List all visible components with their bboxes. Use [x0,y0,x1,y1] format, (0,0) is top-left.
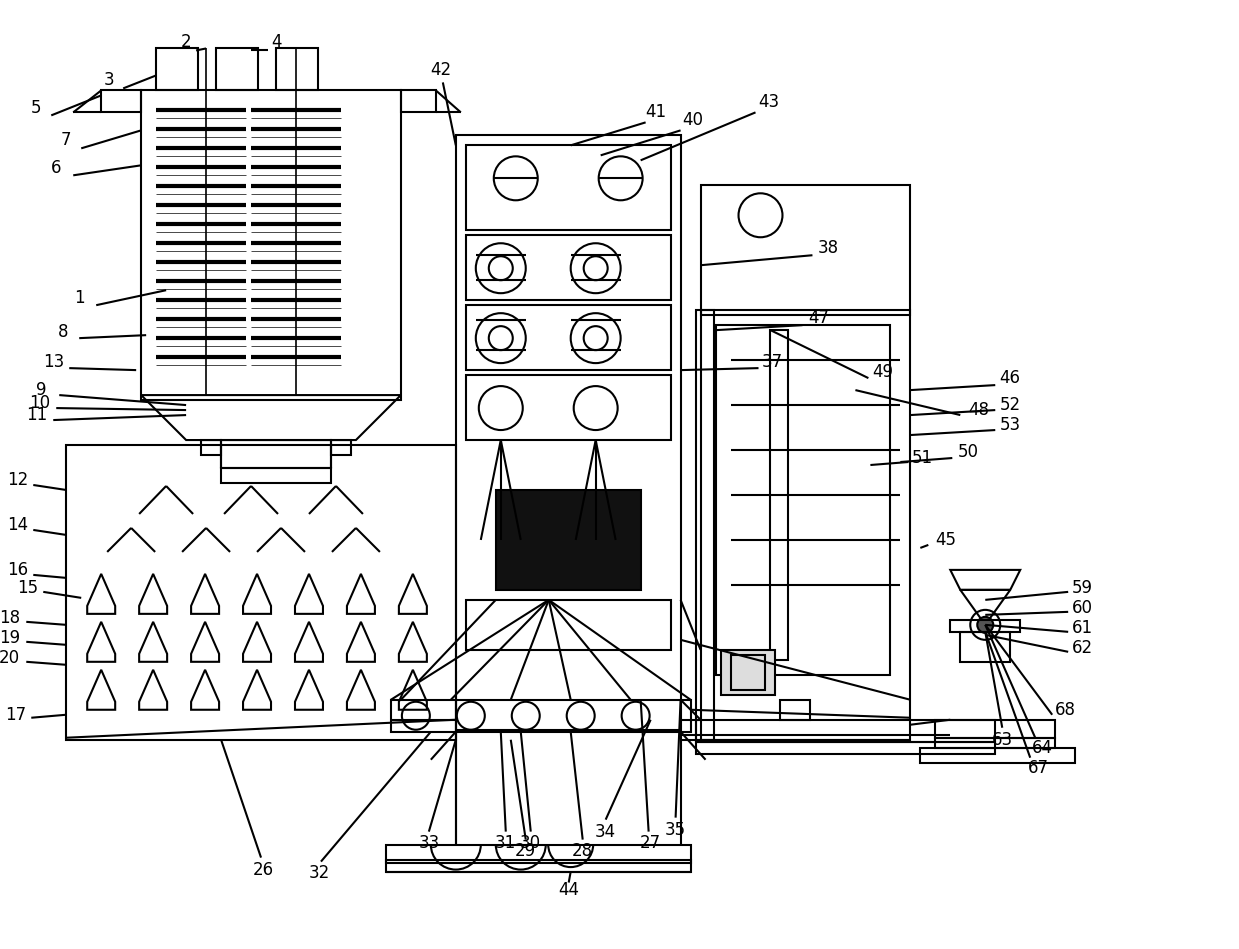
Text: 6: 6 [51,159,62,177]
Bar [935,719,1056,737]
Text: 38: 38 [818,239,839,257]
Text: 67: 67 [1027,758,1048,776]
Text: 60: 60 [1072,599,1093,617]
Text: 12: 12 [6,471,28,489]
Text: 64: 64 [1032,738,1053,756]
Bar [390,699,690,732]
Text: 50: 50 [958,443,979,461]
Text: 63: 63 [991,731,1012,749]
Bar [700,310,911,739]
Text: 2: 2 [181,33,191,51]
Text: 29: 29 [515,842,536,860]
Text: 34: 34 [595,823,616,841]
Bar [731,655,766,690]
Bar [496,490,641,590]
Bar [695,310,714,739]
Bar [695,719,995,742]
Text: 52: 52 [1000,396,1021,414]
Bar [466,235,670,300]
Text: 9: 9 [36,381,47,400]
Text: 53: 53 [1000,416,1021,434]
Text: 5: 5 [31,100,42,118]
Bar [221,468,331,483]
Text: 14: 14 [6,516,27,534]
Text: 26: 26 [253,861,274,879]
Bar [385,845,690,863]
Text: 17: 17 [5,706,26,724]
Text: 20: 20 [0,649,20,667]
Text: 32: 32 [309,864,330,882]
Bar [960,632,1010,661]
Text: 45: 45 [934,530,955,549]
Text: 18: 18 [0,609,20,627]
Text: 49: 49 [872,363,893,381]
Text: 33: 33 [419,833,440,851]
Text: 19: 19 [0,629,20,647]
Text: 61: 61 [1072,619,1093,637]
Text: 1: 1 [74,289,84,307]
Bar [385,860,690,871]
Bar [695,742,995,754]
Text: 47: 47 [808,309,829,327]
Bar [216,48,258,90]
Circle shape [978,617,994,633]
Bar [771,330,788,660]
Bar [156,48,198,90]
Bar [66,445,456,739]
Bar [276,48,318,90]
Text: 35: 35 [665,821,686,839]
Bar [201,440,221,455]
Bar [950,620,1020,632]
Bar [466,375,670,440]
Text: 16: 16 [6,561,27,579]
Text: 40: 40 [683,111,703,129]
Bar [921,748,1075,763]
Bar [466,145,670,231]
Bar [716,326,891,675]
Text: 15: 15 [16,579,38,597]
Text: 48: 48 [968,401,989,419]
Bar [466,306,670,370]
Bar [781,699,810,719]
Text: 7: 7 [61,131,72,149]
Text: 59: 59 [1072,579,1093,597]
Text: 31: 31 [496,833,517,851]
Text: 41: 41 [646,103,667,121]
Text: 62: 62 [1072,639,1093,657]
Text: 4: 4 [271,33,281,51]
Text: 30: 30 [520,833,541,851]
Text: 13: 13 [42,353,64,371]
Text: 46: 46 [1000,369,1021,387]
Text: 51: 51 [912,449,933,467]
Bar [331,440,351,455]
Bar [221,440,331,468]
Text: 43: 43 [758,93,779,111]
Bar [721,650,776,695]
Bar [935,737,1056,748]
Text: 8: 8 [58,324,68,341]
Text: 68: 68 [1054,700,1075,718]
Text: 11: 11 [26,406,47,424]
Text: 28: 28 [572,842,593,860]
Bar [141,90,401,400]
Text: 27: 27 [641,833,662,851]
Bar [456,136,680,730]
Text: 42: 42 [430,62,451,80]
Bar [700,185,911,315]
Text: 44: 44 [559,881,579,899]
Text: 10: 10 [28,394,50,412]
Text: 37: 37 [762,353,783,371]
Bar [466,600,670,650]
Text: 3: 3 [104,71,114,89]
